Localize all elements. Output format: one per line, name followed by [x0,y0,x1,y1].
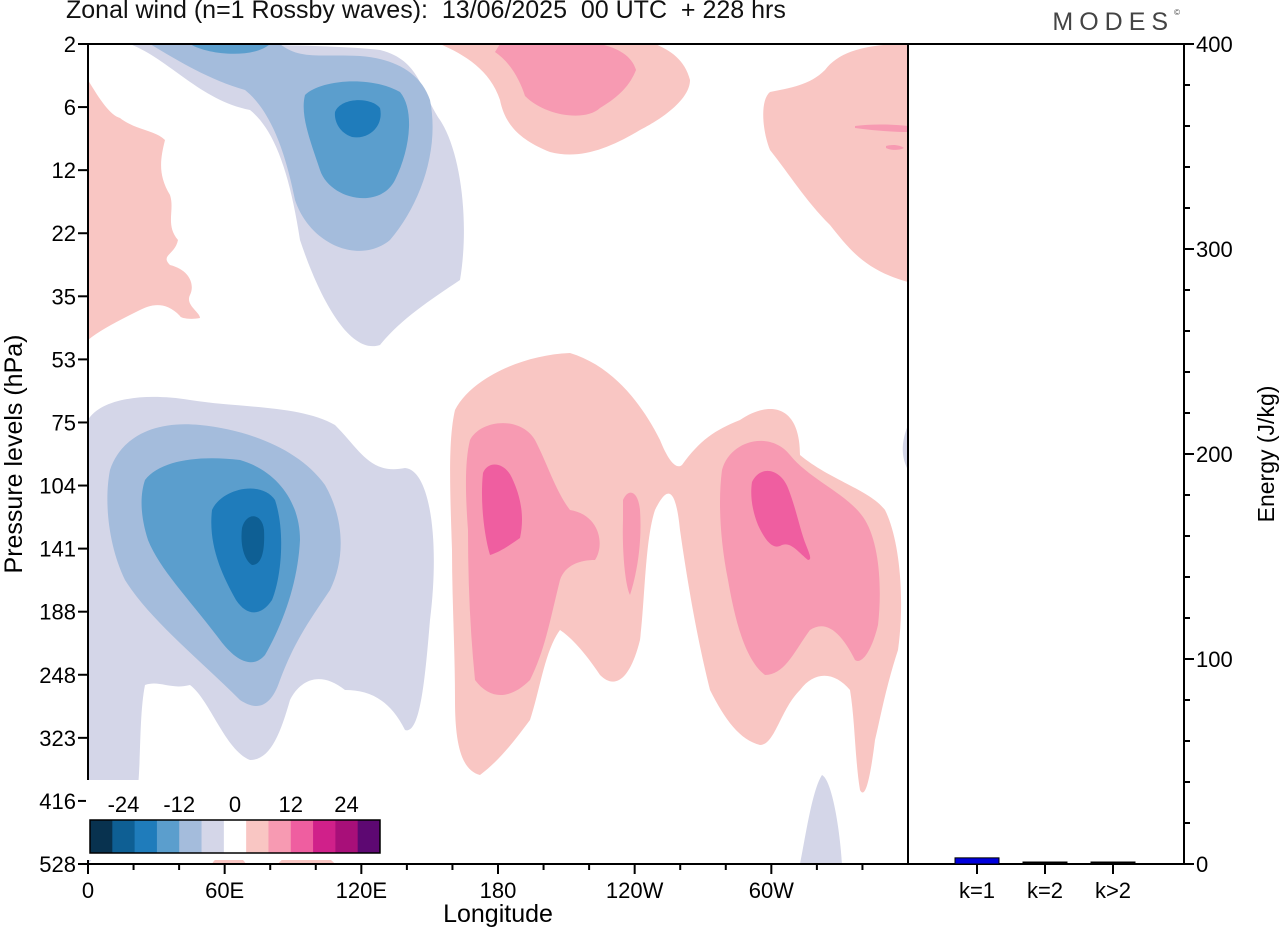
energy-tick-label: 400 [1196,32,1233,57]
contour-pos-lower-a-l2b [622,492,641,595]
energy-bar [954,857,1000,865]
y-tick-label: 104 [39,474,76,499]
contour-neg-edge [902,425,908,470]
colorbar-swatch [335,820,359,853]
contour-pos-upper-mid-l2 [495,44,636,116]
x-tick-label: 120E [336,878,387,903]
colorbar-swatch [112,820,136,853]
colorbar-frame [89,819,381,854]
colorbar-label: -12 [163,792,195,817]
x-tick-label: 60E [205,878,244,903]
colorbar-label: 0 [229,792,241,817]
y-tick-label: 528 [39,852,76,877]
colorbar-swatch [156,820,180,853]
colorbar: -24 -12 0 12 24 [86,780,382,860]
contour-neg-upper-l3 [303,81,410,199]
bar-category-label: k=1 [959,878,995,903]
y-tick-label: 6 [64,95,76,120]
contour-neg-lower-l5 [241,516,265,565]
contour-pos-left [88,80,200,340]
colorbar-label: -24 [108,792,140,817]
energy-tick-label: 200 [1196,442,1233,467]
colorbar-swatch [201,820,225,853]
colorbar-swatch [179,820,203,853]
x-tick-label: 120W [606,878,664,903]
x-tick-label: 180 [480,878,517,903]
x-axis-label: Longitude [443,900,553,928]
x-tick-label: 60W [749,878,794,903]
contour-neg-upper-l4 [334,100,381,138]
energy-tick-label: 100 [1196,647,1233,672]
contour-neg-upper-l3b [190,44,270,54]
y-tick-label: 35 [52,284,76,309]
energy-tick-label: 0 [1196,852,1208,877]
colorbar-swatch [223,820,247,853]
contour-pos-lower-b-l3 [751,470,811,560]
chart-title: Zonal wind (n=1 Rossby waves): 13/06/202… [66,0,786,24]
energy-bars: k=1 k=2 k>2 [954,857,1136,903]
y-axis-pressure: 2 6 12 22 35 53 75 104 141 188 248 323 416 528 [39,32,88,877]
y-tick-label: 416 [39,789,76,814]
colorbar-label: 24 [334,792,358,817]
colorbar-swatch [134,820,158,853]
contour-pos-upper-right-l1 [763,44,908,282]
bar-plot-frame [907,43,1185,865]
colorbar-swatch [357,820,381,853]
brand-text: MODES [1052,8,1175,36]
y-tick-label: 323 [39,726,76,751]
contour-field [88,44,908,864]
y-axis-label: Pressure levels (hPa) [0,335,28,574]
contour-pos-lower-b-l2 [720,440,880,675]
colorbar-swatch [90,820,113,853]
y-tick-label: 188 [39,600,76,625]
y-tick-label: 12 [52,158,76,183]
y-tick-label: 53 [52,347,76,372]
x-axis-longitude: 0 60E 120E 180 120W 60W [82,864,864,903]
x-tick-label: 0 [82,878,94,903]
modes-logo: MODES© [1052,8,1180,37]
energy-axis-label: Energy (J/kg) [1253,386,1279,523]
energy-bar [1022,861,1068,865]
contour-pos-upper-right-l3 [886,144,904,150]
colorbar-label: 12 [279,792,303,817]
copyright-mark: © [1174,8,1180,17]
y-tick-label: 75 [52,410,76,435]
contour-neg-bottom [800,775,842,864]
y-tick-label: 22 [52,221,76,246]
contour-pos-upper-right-l2 [855,124,908,132]
colorbar-swatch [268,820,292,853]
colorbar-swatch [313,820,336,853]
colorbar-swatch [246,820,269,853]
y-tick-label: 2 [64,32,76,57]
energy-bar [1090,861,1136,865]
y-tick-label: 248 [39,663,76,688]
colorbar-swatch [290,820,314,853]
y-tick-label: 141 [39,537,76,562]
contour-pos-lower-a-l3 [481,464,523,555]
bar-category-label: k>2 [1095,878,1131,903]
energy-tick-label: 300 [1196,237,1233,262]
y-axis-energy: 0 100 200 300 400 [1184,32,1233,877]
bar-category-label: k=2 [1027,878,1063,903]
